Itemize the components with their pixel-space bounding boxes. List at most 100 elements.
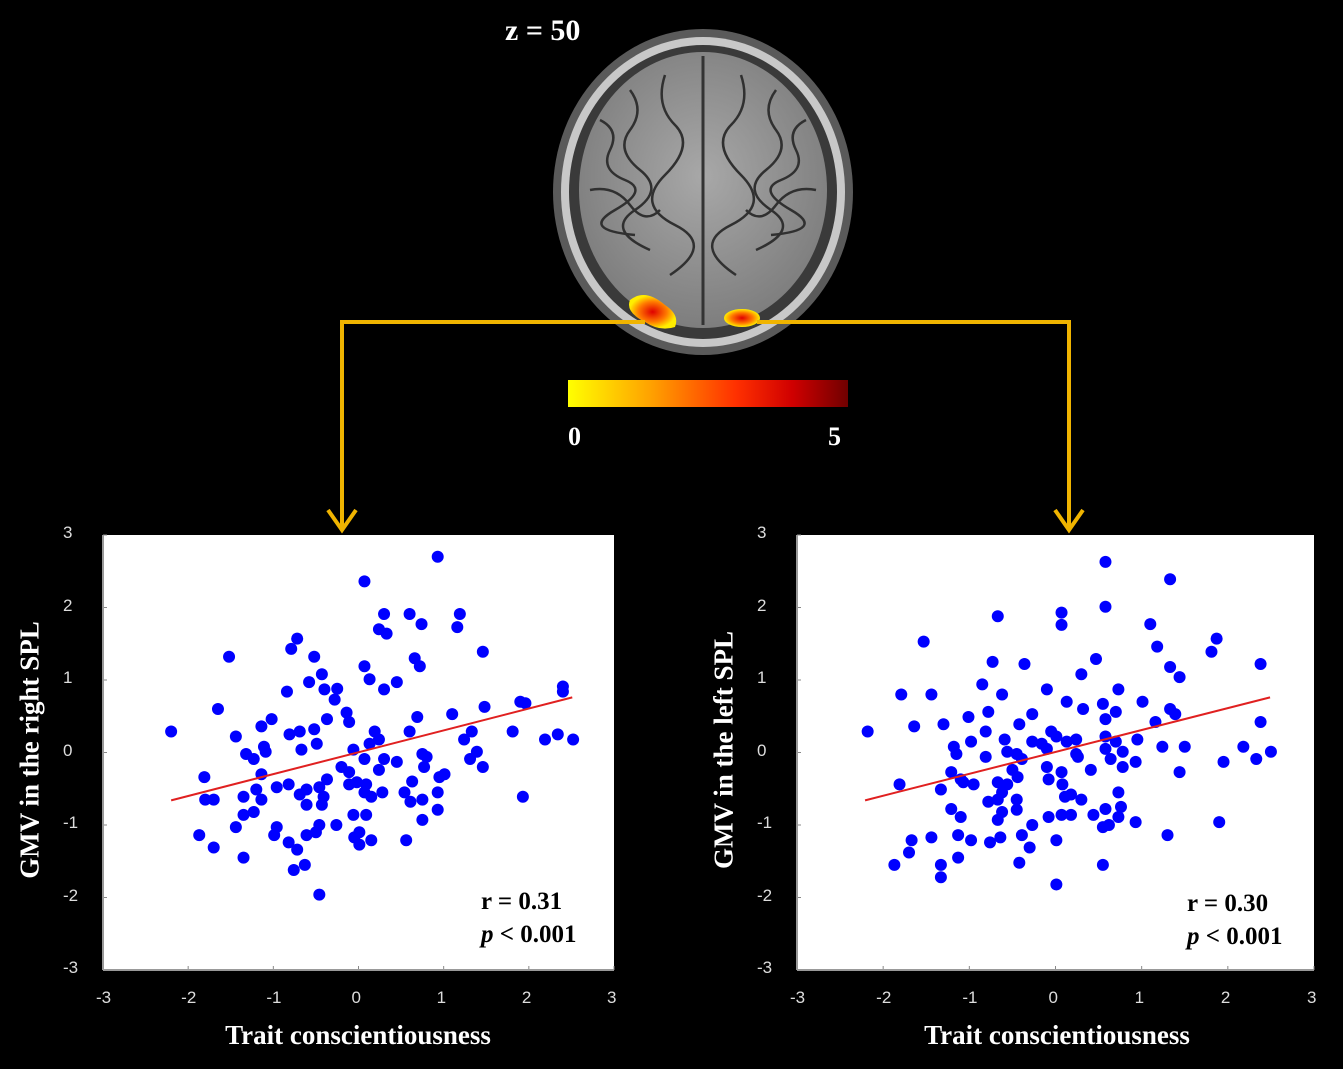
data-point: [416, 813, 429, 826]
data-point: [925, 688, 938, 701]
x-tick-label: 0: [1048, 988, 1058, 1007]
y-tick-label: 0: [63, 740, 73, 760]
arrowhead-icon: [1053, 508, 1085, 534]
data-point: [895, 688, 908, 701]
data-point: [313, 888, 326, 901]
data-point: [1169, 708, 1182, 721]
data-point: [413, 660, 426, 673]
data-point: [1013, 856, 1026, 869]
data-point: [372, 733, 385, 746]
data-point: [952, 851, 965, 864]
data-point: [1161, 829, 1174, 842]
scatter-plot-right-spl: r = 0.31 p < 0.001: [102, 534, 615, 971]
data-point: [303, 676, 316, 689]
data-point: [1104, 753, 1117, 766]
data-point: [376, 786, 389, 799]
data-point: [1114, 800, 1127, 813]
data-point: [280, 685, 293, 698]
data-point: [380, 627, 393, 640]
data-point: [967, 778, 980, 791]
data-point: [476, 645, 489, 658]
data-point: [293, 788, 306, 801]
data-point: [300, 829, 313, 842]
data-point: [363, 737, 376, 750]
colorbar-max-label: 5: [828, 422, 841, 451]
data-point: [255, 720, 268, 733]
scatter-plot-left-spl: r = 0.30 p < 0.001: [796, 534, 1315, 971]
data-point: [1026, 735, 1039, 748]
data-point: [991, 610, 1004, 623]
data-point: [1099, 713, 1112, 726]
data-point: [986, 655, 999, 668]
data-point: [1026, 708, 1039, 721]
data-point: [287, 863, 300, 876]
data-point: [1116, 761, 1129, 773]
data-point: [1096, 858, 1109, 871]
data-point: [945, 766, 958, 779]
stats-annotation: r = 0.31 p < 0.001: [481, 885, 577, 951]
data-point: [1102, 819, 1115, 831]
data-point: [1077, 703, 1090, 715]
stats-annotation: r = 0.30 p < 0.001: [1187, 887, 1283, 953]
data-point: [229, 821, 242, 834]
data-point: [1056, 778, 1069, 791]
y-tick-label: -3: [63, 958, 79, 977]
data-point: [1010, 803, 1023, 816]
y-tick-label: 0: [757, 740, 767, 760]
data-point: [265, 713, 278, 726]
r-value: r = 0.31: [481, 888, 563, 915]
p-value: p < 0.001: [1187, 923, 1283, 950]
data-point: [223, 650, 236, 663]
x-tick-label: 2: [521, 988, 532, 1007]
data-point: [270, 781, 283, 794]
plot-svg: [102, 534, 615, 971]
data-point: [198, 771, 211, 784]
data-point: [1173, 671, 1186, 684]
data-point: [358, 660, 371, 673]
data-point: [310, 737, 323, 750]
data-point: [1254, 658, 1267, 671]
data-point: [905, 834, 918, 847]
data-point: [431, 786, 444, 799]
x-tick-label: -3: [96, 988, 112, 1007]
data-point: [1065, 788, 1078, 801]
plot-svg: [796, 534, 1315, 971]
activation-blob-left: [724, 309, 760, 327]
data-point: [1011, 771, 1024, 784]
y-tick-label: 1: [757, 668, 767, 687]
data-point: [1099, 555, 1112, 568]
regression-line: [170, 696, 573, 802]
data-point: [1099, 600, 1112, 613]
data-point: [415, 618, 428, 631]
data-point: [378, 608, 391, 621]
data-point: [199, 793, 212, 806]
data-point: [458, 733, 471, 746]
data-point: [934, 783, 947, 796]
p-value: p < 0.001: [481, 921, 577, 948]
data-point: [331, 682, 344, 695]
data-point: [350, 776, 363, 789]
y-axis-label: GMV in the right SPL: [14, 621, 45, 879]
data-point: [1055, 808, 1068, 821]
data-point: [1026, 819, 1039, 831]
data-point: [358, 753, 371, 766]
data-point: [478, 700, 491, 713]
data-point: [237, 790, 250, 803]
data-point: [917, 635, 930, 648]
data-point: [982, 705, 995, 718]
data-point: [979, 750, 992, 763]
data-point: [1131, 733, 1144, 746]
data-point: [315, 668, 328, 681]
data-point: [1075, 793, 1088, 806]
data-point: [398, 786, 411, 799]
data-point: [291, 843, 304, 856]
data-point: [365, 790, 378, 803]
data-point: [1060, 695, 1073, 708]
data-point: [193, 829, 206, 842]
data-point: [1050, 834, 1063, 847]
data-point: [211, 703, 224, 715]
data-point: [1055, 606, 1068, 619]
data-point: [551, 728, 564, 741]
data-point: [433, 771, 446, 784]
data-point: [1040, 742, 1053, 755]
